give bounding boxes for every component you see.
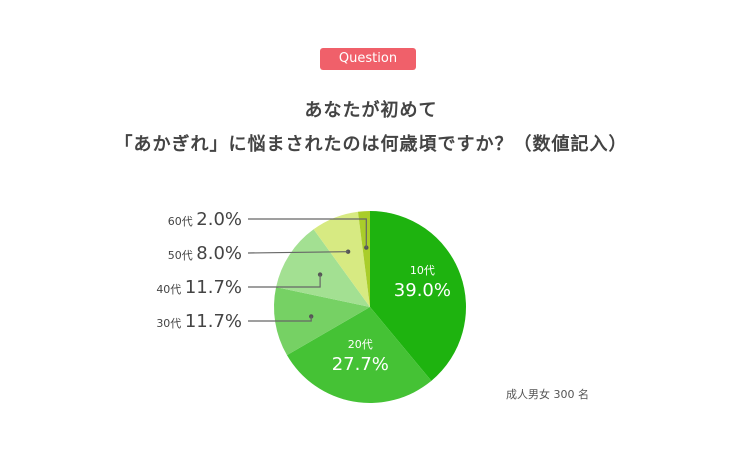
slice-category-label: 10代 <box>410 264 435 277</box>
slice-outside-label: 60代 2.0% <box>168 209 242 230</box>
slice-category-label: 60代 <box>168 215 197 228</box>
slice-value-label: 11.7% <box>185 277 242 298</box>
pie-slice-2 <box>273 287 370 356</box>
slice-value-label: 8.0% <box>196 243 242 264</box>
question-title-line2: 「あかぎれ」に悩まされたのは何歳頃ですか？（数値記入） <box>114 134 628 155</box>
sample-size-note: 成人男女 300 名 <box>506 388 589 401</box>
question-badge: Question <box>320 48 416 70</box>
slice-category-label: 50代 <box>168 249 197 262</box>
slice-value-label: 39.0% <box>394 280 451 301</box>
slice-category-label: 40代 <box>156 283 185 296</box>
pie-slice-4 <box>313 211 370 307</box>
slice-value-label: 2.0% <box>196 209 242 230</box>
slice-outside-label: 40代 11.7% <box>156 277 242 298</box>
slice-outside-label: 30代 11.7% <box>156 311 242 332</box>
leader-dot <box>309 314 314 319</box>
pie-slice-1 <box>286 307 432 403</box>
question-title-line1: あなたが初めて <box>304 100 438 121</box>
leader-line <box>247 251 349 254</box>
slice-category-label: 20代 <box>348 338 373 351</box>
slice-value-label: 11.7% <box>185 311 242 332</box>
slice-outside-label: 50代 8.0% <box>168 243 242 264</box>
pie-slice-0 <box>370 211 466 381</box>
leader-dot <box>317 272 323 277</box>
slice-category-label: 30代 <box>156 317 185 330</box>
leader-line <box>248 274 321 288</box>
pie-slice-5 <box>357 211 370 307</box>
leader-line <box>248 316 312 322</box>
slice-value-label: 27.7% <box>332 354 389 375</box>
leader-line <box>248 218 367 248</box>
